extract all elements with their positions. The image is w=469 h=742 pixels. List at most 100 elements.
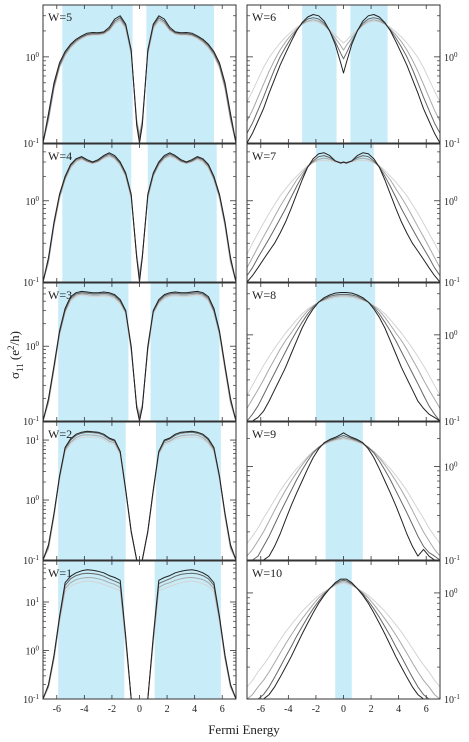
y-tick-label: 101 — [26, 596, 40, 609]
series-line-4 — [247, 296, 440, 396]
y-tick-label: 100 — [444, 329, 458, 342]
series-line-3 — [247, 436, 440, 557]
y-tick-exponent: -1 — [33, 276, 39, 284]
y-tick-exponent: -1 — [454, 415, 460, 423]
x-tick-label: 6 — [424, 704, 429, 715]
ylabel-unit: (e — [7, 350, 22, 364]
band-1 — [302, 5, 337, 143]
series-lines — [247, 292, 440, 421]
series-line-4 — [247, 159, 440, 255]
series-line-2 — [247, 17, 440, 134]
series-line-2 — [247, 435, 440, 560]
band-1 — [315, 283, 376, 421]
panel-label: W=9 — [252, 427, 276, 441]
y-tick-exponent: -1 — [33, 415, 39, 423]
y-tick-exponent: -1 — [454, 554, 460, 562]
y-tick-label: 100 — [26, 195, 40, 208]
band-1 — [58, 283, 129, 421]
x-tick-label: 4 — [396, 704, 401, 715]
band-2 — [150, 283, 220, 421]
series-lines — [247, 578, 440, 699]
y-tick-exponent: -1 — [454, 276, 460, 284]
series-lines — [247, 432, 440, 560]
series-line-3 — [247, 295, 440, 409]
band-2 — [146, 5, 214, 143]
panel-w-4: 100 10-1 W=4 — [23, 143, 237, 289]
x-tick-labels: -6 -4 -2 0 2 4 6 -6 -4 -2 0 2 4 6 — [53, 704, 429, 715]
y-tick-exponent: 0 — [454, 461, 458, 469]
series-line-2 — [43, 431, 236, 560]
series-line-4 — [43, 436, 236, 560]
y-tick-label: 10-1 — [23, 693, 39, 706]
panel-w-8: 100 10-1 W=8 — [246, 282, 460, 428]
series-line-1 — [247, 578, 440, 699]
x-tick-label: 6 — [220, 704, 225, 715]
series-line-1 — [43, 430, 236, 560]
panel-label: W=6 — [252, 10, 276, 24]
y-tick-exponent: 0 — [454, 329, 458, 337]
x-tick-label: -2 — [108, 704, 116, 715]
series-line-3 — [43, 434, 236, 560]
series-line-1 — [43, 152, 236, 282]
y-tick-exponent: 1 — [36, 434, 40, 442]
x-tick-label: 2 — [369, 704, 374, 715]
y-tick-label: 10-1 — [23, 415, 39, 428]
panel-w-9: 100 10-1 W=9 — [246, 421, 460, 567]
series-line-4 — [247, 582, 440, 688]
y-tick-exponent: 0 — [36, 195, 40, 203]
y-tick-exponent: -1 — [454, 693, 460, 701]
y-tick-exponent: -1 — [33, 693, 39, 701]
series-line-1 — [247, 292, 440, 421]
panel-w-2: 101 100 1 0 -1 W=2 — [23, 421, 237, 567]
band-1 — [325, 422, 363, 560]
series-line-3 — [43, 577, 236, 699]
y-tick-label: 100 — [444, 461, 458, 474]
y-tick-label: 100 — [26, 494, 40, 507]
y-tick-label: 10-1 — [444, 415, 460, 428]
series-line-1 — [43, 15, 236, 143]
series-line-3 — [43, 19, 236, 143]
panel-grid: 10010-1W=510010-1W=410010-1W=310110010-1… — [23, 4, 460, 706]
y-tick-exponent: 0 — [36, 644, 40, 652]
ylabel-subscript: 11 — [15, 363, 25, 372]
y-tick-exponent: -1 — [33, 137, 39, 145]
y-tick-label: 100 — [26, 51, 40, 64]
panel-label: W=8 — [252, 288, 276, 302]
band-1 — [62, 5, 133, 143]
x-tick-label: -4 — [284, 704, 292, 715]
series-line-3 — [43, 293, 236, 421]
x-tick-label: -6 — [53, 704, 61, 715]
y-tick-exponent: 0 — [454, 587, 458, 595]
series-line-4 — [247, 20, 440, 103]
y-tick-label: 100 — [26, 644, 40, 657]
y-tick-label: 101 — [26, 434, 40, 447]
band-2 — [350, 5, 388, 143]
x-tick-label: -2 — [312, 704, 320, 715]
series-line-1 — [43, 290, 236, 421]
y-tick-exponent: 0 — [36, 494, 40, 502]
ylabel-sigma: σ — [7, 372, 22, 379]
panel-label: W=5 — [48, 10, 72, 24]
series-line-4 — [247, 438, 440, 544]
y-tick-exponent: 0 — [36, 340, 40, 348]
panel-w-5: 100 10-1 W=5 — [23, 4, 237, 150]
x-tick-label: 0 — [137, 704, 142, 715]
panel-w-7: 100 10-1 W=7 — [246, 143, 460, 289]
ylabel-unit-end: /h) — [7, 331, 22, 345]
series-line-2 — [247, 293, 440, 421]
y-tick-exponent: 1 — [36, 596, 40, 604]
x-axis-title: Fermi Energy — [208, 722, 280, 737]
x-tick-label: 4 — [192, 704, 197, 715]
y-tick-exponent: -1 — [454, 137, 460, 145]
panel-label: W=3 — [48, 288, 72, 302]
y-tick-label: 10-1 — [444, 693, 460, 706]
y-tick-exponent: 0 — [454, 195, 458, 203]
series-line-2 — [43, 572, 236, 699]
panel-w-3: 100 10-1 W=3 — [23, 282, 237, 428]
y-tick-exponent: -1 — [33, 554, 39, 562]
panel-label: W=2 — [48, 427, 72, 441]
band-1 — [335, 561, 352, 699]
panel-label: W=10 — [252, 566, 282, 580]
